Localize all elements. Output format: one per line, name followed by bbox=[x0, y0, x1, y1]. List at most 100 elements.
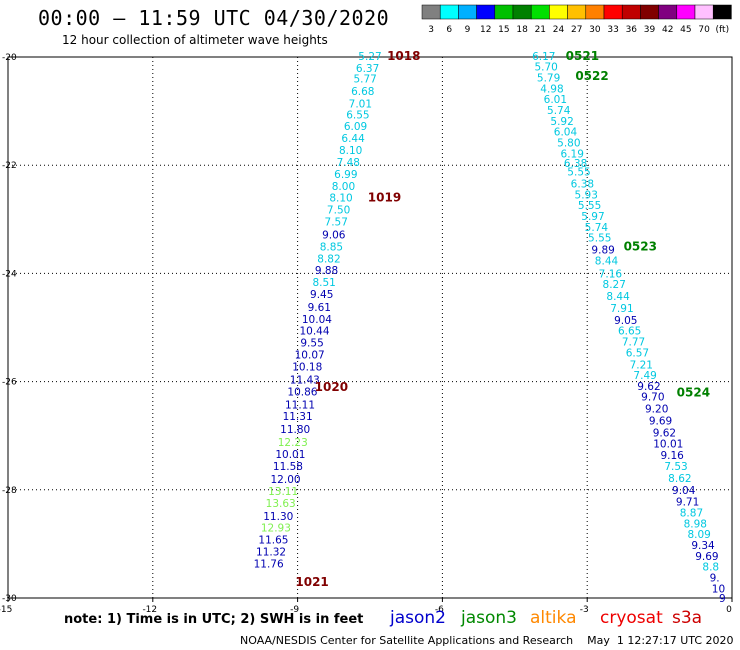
wave-height-label: 5.55 bbox=[578, 200, 601, 212]
wave-height-label: 7.16 bbox=[599, 268, 623, 280]
y-tick-label: -30 bbox=[2, 594, 17, 604]
wave-height-label: 9.55 bbox=[300, 338, 323, 350]
wave-height-label: 6.09 bbox=[344, 121, 367, 133]
wave-height-label: 7.50 bbox=[327, 205, 350, 217]
legend-tick-label: 30 bbox=[589, 25, 601, 35]
wave-height-label: 11.11 bbox=[285, 399, 315, 411]
pass-label: 0521 bbox=[566, 49, 599, 63]
legend-tick-label: 3 bbox=[428, 25, 434, 35]
legend-tick-label: 39 bbox=[644, 25, 656, 35]
wave-height-label: 6.37 bbox=[356, 63, 379, 75]
wave-height-label: 5.80 bbox=[557, 137, 580, 149]
satellite-legend-item: s3a bbox=[672, 608, 703, 628]
wave-height-label: 6.01 bbox=[544, 94, 567, 106]
chart-subtitle: 12 hour collection of altimeter wave hei… bbox=[62, 33, 328, 47]
y-tick-label: -24 bbox=[2, 269, 17, 279]
wave-height-label: 7.91 bbox=[610, 303, 633, 315]
legend-tick-label: 45 bbox=[680, 25, 691, 35]
wave-height-label: 9.62 bbox=[637, 381, 660, 393]
pass-label: 0522 bbox=[575, 69, 608, 83]
wave-height-label: 8.09 bbox=[687, 529, 710, 541]
satellite-legend-item: altika bbox=[530, 608, 577, 628]
wave-height-label: 8.44 bbox=[606, 291, 630, 303]
wave-height-label: 11.58 bbox=[273, 461, 303, 473]
wave-height-label: 11.30 bbox=[263, 511, 293, 523]
satellite-legend-item: jason3 bbox=[461, 608, 517, 628]
wave-height-label: 8.98 bbox=[684, 518, 707, 530]
satellite-legend-item: jason2 bbox=[390, 608, 446, 628]
wave-height-label: 6.04 bbox=[554, 127, 578, 139]
legend-tick-label: 6 bbox=[446, 25, 452, 35]
color-scale-legend: 3 6 9 12 15 18 21 24 27 30 33 36 39 42 45 70 (ft) bbox=[421, 4, 732, 35]
wave-height-label: 4.98 bbox=[540, 83, 563, 95]
wave-height-label: 5.92 bbox=[550, 116, 573, 128]
wave-height-label: 6.99 bbox=[334, 169, 357, 181]
wave-height-label: 9.62 bbox=[653, 427, 676, 439]
wave-height-label: 9.06 bbox=[322, 229, 346, 241]
legend-tick-label: 33 bbox=[607, 25, 618, 35]
wave-height-label: 10.01 bbox=[653, 438, 683, 450]
wave-height-label: 9.45 bbox=[310, 289, 333, 301]
wave-height-label: 11.80 bbox=[280, 424, 310, 436]
wave-height-label: 6.65 bbox=[618, 326, 641, 338]
legend-tick-label: 21 bbox=[535, 25, 546, 35]
pass-label: 0523 bbox=[624, 239, 657, 253]
wave-height-label: 6.38 bbox=[571, 179, 594, 191]
legend-tick-label: 42 bbox=[662, 25, 673, 35]
wave-height-label: 7.53 bbox=[664, 461, 687, 473]
pass-label: 1020 bbox=[315, 380, 348, 394]
satellite-legend-item: cryosat bbox=[600, 608, 663, 628]
legend-tick-label: 9 bbox=[465, 25, 471, 35]
legend-tick-label: 18 bbox=[516, 25, 528, 35]
x-tick-label: -3 bbox=[580, 605, 589, 615]
wave-height-label: 9.70 bbox=[641, 392, 664, 404]
wave-height-label: 10.01 bbox=[275, 449, 305, 461]
wave-height-label: 8.44 bbox=[595, 255, 619, 267]
legend-tick-label: (ft) bbox=[716, 25, 730, 35]
wave-height-label: 10 bbox=[712, 583, 725, 595]
wave-height-label: 5.74 bbox=[585, 222, 609, 234]
plot-frame bbox=[7, 56, 733, 599]
y-tick-label: -22 bbox=[2, 161, 17, 171]
wave-height-label: 5.27 bbox=[358, 51, 381, 63]
wave-height-label: 9.04 bbox=[672, 485, 696, 497]
wave-height-label: 7.49 bbox=[633, 370, 656, 382]
wave-height-label: 12.93 bbox=[261, 523, 291, 535]
wave-height-label: 8.8 bbox=[702, 562, 719, 574]
x-tick-label: -12 bbox=[142, 605, 157, 615]
wave-height-label: 13.11 bbox=[268, 486, 298, 498]
wave-height-label: 6.44 bbox=[341, 133, 365, 145]
wave-height-label: 9.20 bbox=[645, 404, 668, 416]
wave-height-label: 9. bbox=[710, 572, 720, 584]
wave-height-label: 11.31 bbox=[283, 411, 313, 423]
wave-height-label: 7.01 bbox=[349, 99, 372, 111]
y-tick-label: -26 bbox=[2, 378, 17, 388]
wave-height-label: 6.38 bbox=[564, 158, 587, 170]
wave-height-label: 9.69 bbox=[649, 416, 672, 428]
pass-label: 1021 bbox=[295, 575, 328, 589]
wave-height-label: 8.10 bbox=[329, 193, 352, 205]
legend-tick-label: 27 bbox=[571, 25, 582, 35]
chart-title: 00:00 – 11:59 UTC 04/30/2020 bbox=[38, 6, 390, 30]
wave-height-label: 5.93 bbox=[575, 189, 598, 201]
wave-height-label: 7.57 bbox=[325, 216, 348, 228]
wave-height-label: 10.18 bbox=[292, 361, 322, 373]
wave-height-label: 8.85 bbox=[320, 241, 343, 253]
legend-tick-label: 15 bbox=[498, 25, 509, 35]
wave-height-label: 8.10 bbox=[339, 145, 362, 157]
wave-height-label: 12.00 bbox=[271, 474, 301, 486]
legend-tick-label: 36 bbox=[626, 25, 638, 35]
wave-height-label: 6.68 bbox=[351, 86, 374, 98]
wave-height-label: 5.77 bbox=[353, 74, 376, 86]
x-tick-label: -9 bbox=[290, 605, 299, 615]
wave-height-label: 7.21 bbox=[630, 359, 653, 371]
plot-area: -15-12-9-6-30-20-22-24-26-28-305.276.375… bbox=[0, 49, 733, 615]
wave-height-label: 8.00 bbox=[332, 181, 355, 193]
wave-height-label: 11.43 bbox=[290, 374, 320, 386]
wave-height-label: 12.23 bbox=[278, 437, 308, 449]
wave-height-label: 6.55 bbox=[346, 109, 369, 121]
wave-height-label: 7.77 bbox=[622, 337, 645, 349]
wave-height-label: 8.87 bbox=[680, 508, 703, 520]
wave-height-label: 9.71 bbox=[676, 497, 699, 509]
wave-height-label: 9.34 bbox=[691, 540, 715, 552]
